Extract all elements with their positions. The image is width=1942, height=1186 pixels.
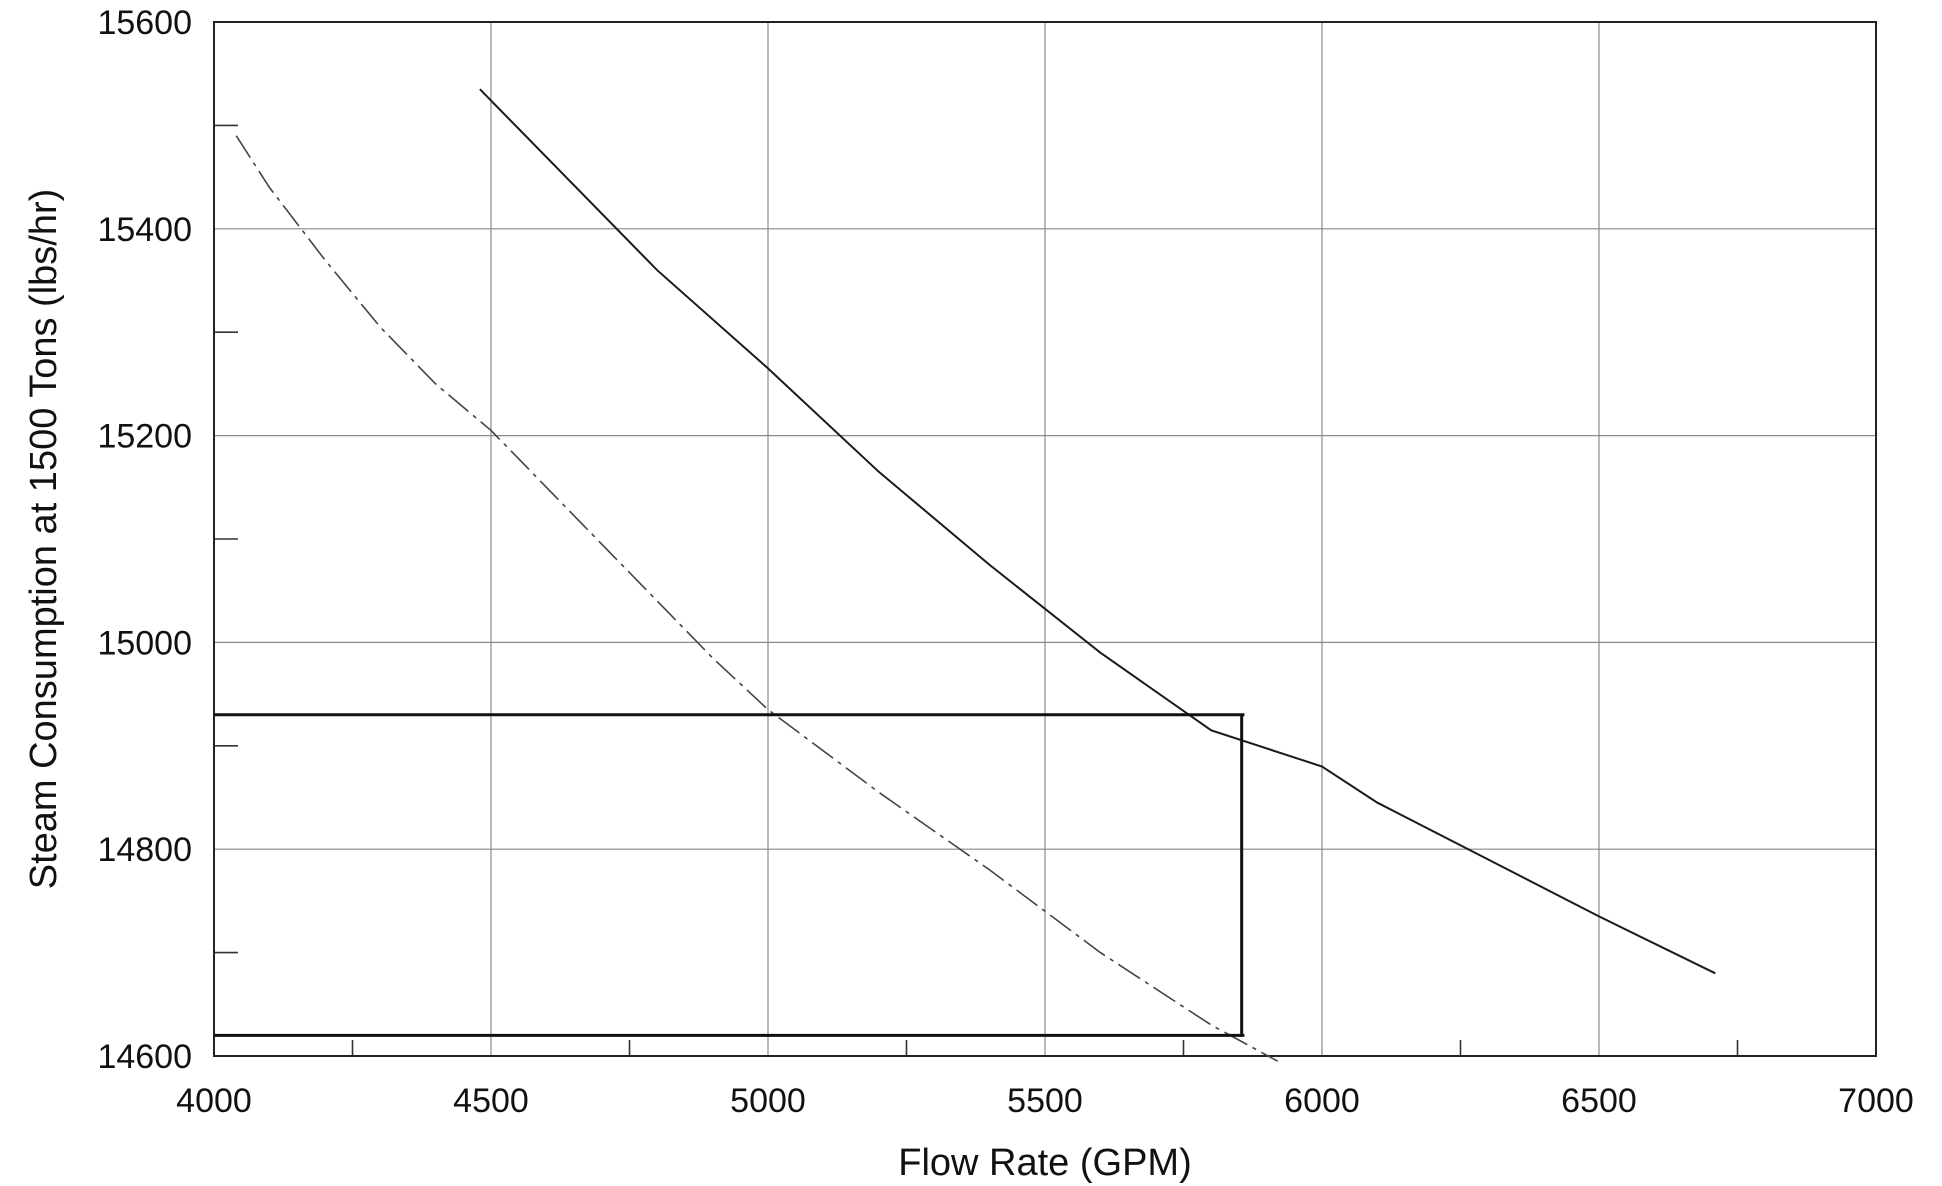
y-tick-label: 15400 [97,211,192,249]
series-line-2 [235,135,1279,1062]
y-tick-labels: 14600 14800 15000 15200 15400 15600 [97,4,192,1076]
x-axis-label: Flow Rate (GPM) [898,1142,1191,1184]
y-tick-label: 15200 [97,418,192,456]
series-line-1 [479,88,1716,975]
x-tick-label: 4500 [453,1082,529,1120]
x-tick-label: 4000 [176,1082,252,1120]
y-tick-label: 15000 [97,624,192,662]
y-axis-label: Steam Consumption at 1500 Tons (lbs/hr) [23,189,65,890]
annotation-layer [214,713,1245,1037]
y-tick-label: 15600 [97,4,192,42]
plot-frame [213,21,1877,1057]
gridlines [213,21,1877,1057]
x-tick-label: 5000 [730,1082,806,1120]
series-layer [235,88,1716,1062]
x-tick-labels: 4000 4500 5000 5500 6000 6500 7000 [176,1082,1914,1120]
x-tick-label: 6500 [1561,1082,1637,1120]
x-tick-label: 5500 [1007,1082,1083,1120]
x-tick-label: 6000 [1284,1082,1360,1120]
minor-ticks [214,124,1739,1056]
x-tick-label: 7000 [1838,1082,1914,1120]
y-tick-label: 14600 [97,1038,192,1076]
y-tick-label: 14800 [97,831,192,869]
